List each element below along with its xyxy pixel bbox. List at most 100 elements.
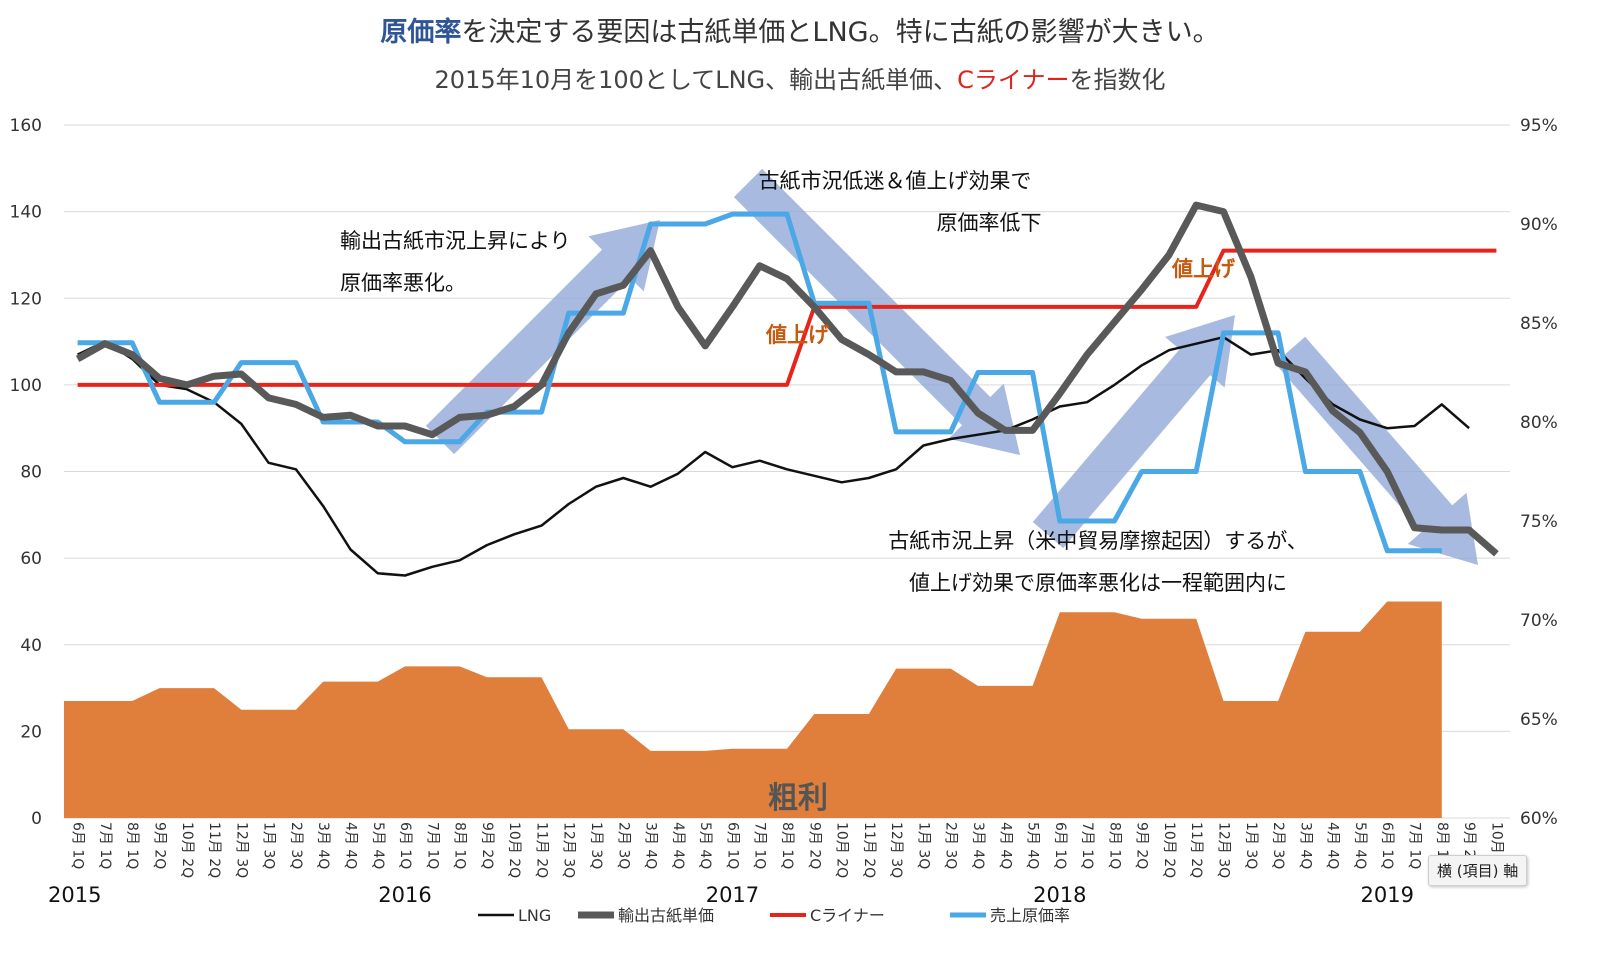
legend-label: LNG bbox=[518, 906, 551, 925]
annotation-text: 原価率低下 bbox=[937, 211, 1042, 235]
legend-label: 輸出古紙単価 bbox=[618, 906, 714, 925]
left-tick-label: 140 bbox=[10, 203, 42, 223]
left-tick-label: 120 bbox=[10, 289, 42, 309]
category-label: 7月 1Q bbox=[424, 822, 440, 869]
category-label: 6月 1Q bbox=[1379, 822, 1395, 869]
right-tick-label: 90% bbox=[1520, 215, 1558, 235]
category-label: 3月 4Q bbox=[1297, 822, 1313, 869]
category-label: 4月 4Q bbox=[342, 822, 358, 869]
year-label: 2018 bbox=[1033, 883, 1086, 907]
legend-label: Cライナー bbox=[810, 906, 885, 925]
category-label: 3月 4Q bbox=[970, 822, 986, 869]
year-label: 2016 bbox=[378, 883, 431, 907]
chart-subtitle: 2015年10月を100としてLNG、輸出古紙単価、Cライナーを指数化 bbox=[0, 60, 1600, 95]
category-label: 3月 4Q bbox=[315, 822, 331, 869]
subtitle-post: を指数化 bbox=[1069, 66, 1166, 94]
series-line-輸出古紙単価 bbox=[75, 201, 1499, 557]
category-label: 6月 1Q bbox=[70, 822, 86, 869]
category-label: 12月 3Q bbox=[1216, 822, 1232, 878]
category-label: 10月 2Q bbox=[179, 822, 195, 878]
right-tick-label: 75% bbox=[1520, 512, 1558, 532]
category-label: 8月 1Q bbox=[124, 822, 140, 869]
right-tick-label: 95% bbox=[1520, 116, 1558, 136]
profit-area-label: 粗利 bbox=[768, 781, 828, 816]
arrow-rise-2018 bbox=[1032, 315, 1235, 548]
category-label: 4月 4Q bbox=[1325, 822, 1341, 869]
left-tick-label: 160 bbox=[10, 116, 42, 136]
right-tick-label: 65% bbox=[1520, 710, 1558, 730]
category-label: 11月 2Q bbox=[1188, 822, 1204, 878]
category-label: 2月 3Q bbox=[288, 822, 304, 869]
category-label: 6月 1Q bbox=[397, 822, 413, 869]
left-tick-label: 20 bbox=[20, 722, 42, 742]
category-label: 1月 3Q bbox=[261, 822, 277, 869]
title-rest: を決定する要因は古紙単価とLNG。特に古紙の影響が大きい。 bbox=[461, 17, 1220, 48]
category-label: 5月 4Q bbox=[1025, 822, 1041, 869]
annotation-text: 古紙市況低迷＆値上げ効果で bbox=[759, 169, 1032, 193]
right-tick-label: 60% bbox=[1520, 809, 1558, 829]
category-label: 1月 3Q bbox=[588, 822, 604, 869]
series-line-LNG bbox=[77, 335, 1470, 577]
category-label: 4月 4Q bbox=[997, 822, 1013, 869]
category-label: 10月 2Q bbox=[506, 822, 522, 878]
category-label: 10月 2Q bbox=[1161, 822, 1177, 878]
subtitle-red: Cライナー bbox=[957, 66, 1070, 94]
right-tick-label: 85% bbox=[1520, 314, 1558, 334]
category-label: 8月 1Q bbox=[1106, 822, 1122, 869]
left-tick-label: 40 bbox=[20, 636, 42, 656]
category-label: 4月 4Q bbox=[670, 822, 686, 869]
profit-area bbox=[64, 601, 1442, 818]
left-tick-label: 80 bbox=[20, 463, 42, 483]
right-tick-label: 70% bbox=[1520, 611, 1558, 631]
series-line-Cライナー bbox=[77, 248, 1497, 387]
left-tick-label: 100 bbox=[10, 376, 42, 396]
category-label: 11月 2Q bbox=[533, 822, 549, 878]
subtitle-pre: 2015年10月を100としてLNG、輸出古紙単価、 bbox=[434, 66, 958, 94]
legend-label: 売上原価率 bbox=[990, 906, 1070, 925]
year-label: 2015 bbox=[48, 883, 101, 907]
category-label: 7月 1Q bbox=[1079, 822, 1095, 869]
chart-title: 原価率を決定する要因は古紙単価とLNG。特に古紙の影響が大きい。 bbox=[0, 10, 1600, 49]
price-up-label: 値上げ bbox=[765, 323, 830, 347]
category-label: 6月 1Q bbox=[724, 822, 740, 869]
annotation-text: 値上げ効果で原価率悪化は一程範囲内に bbox=[909, 571, 1287, 595]
price-up-label: 値上げ bbox=[1171, 257, 1236, 281]
category-label: 9月 2Q bbox=[806, 822, 822, 869]
category-label: 12月 3Q bbox=[888, 822, 904, 878]
category-label: 8月 1Q bbox=[779, 822, 795, 869]
annotation-text: 原価率悪化。 bbox=[340, 271, 466, 295]
category-label: 12月 3Q bbox=[561, 822, 577, 878]
category-label: 6月 1Q bbox=[1052, 822, 1068, 869]
category-label: 1月 3Q bbox=[915, 822, 931, 869]
category-label: 5月 4Q bbox=[370, 822, 386, 869]
series-line-売上原価率 bbox=[77, 211, 1442, 554]
category-label: 10月 2Q bbox=[834, 822, 850, 878]
annotation-text: 古紙市況上昇（米中貿易摩擦起因）するが、 bbox=[888, 529, 1308, 553]
year-label: 2017 bbox=[706, 883, 759, 907]
right-tick-label: 80% bbox=[1520, 413, 1558, 433]
category-label: 9月 2Q bbox=[151, 822, 167, 869]
category-label: 7月 1Q bbox=[1407, 822, 1423, 869]
category-label: 8月 1Q bbox=[452, 822, 468, 869]
category-label: 2月 3Q bbox=[943, 822, 959, 869]
category-label: 9月 2Q bbox=[1134, 822, 1150, 869]
category-label: 2月 3Q bbox=[615, 822, 631, 869]
category-label: 2月 3Q bbox=[1270, 822, 1286, 869]
category-label: 3月 4Q bbox=[643, 822, 659, 869]
year-label: 2019 bbox=[1360, 883, 1413, 907]
title-highlight: 原価率 bbox=[380, 17, 462, 48]
arrow-rise-2016 bbox=[425, 220, 660, 455]
category-label: 9月 2Q bbox=[479, 822, 495, 869]
category-label: 5月 4Q bbox=[697, 822, 713, 869]
annotation-text: 輸出古紙市況上昇により bbox=[340, 229, 571, 253]
arrow-fall-2017 bbox=[733, 168, 1020, 455]
left-tick-label: 0 bbox=[31, 809, 42, 829]
category-label: 12月 3Q bbox=[233, 822, 249, 878]
category-label: 5月 4Q bbox=[1352, 822, 1368, 869]
category-label: 11月 2Q bbox=[206, 822, 222, 878]
category-label: 7月 1Q bbox=[752, 822, 768, 869]
left-tick-label: 60 bbox=[20, 549, 42, 569]
category-label: 11月 2Q bbox=[861, 822, 877, 878]
category-label: 7月 1Q bbox=[97, 822, 113, 869]
